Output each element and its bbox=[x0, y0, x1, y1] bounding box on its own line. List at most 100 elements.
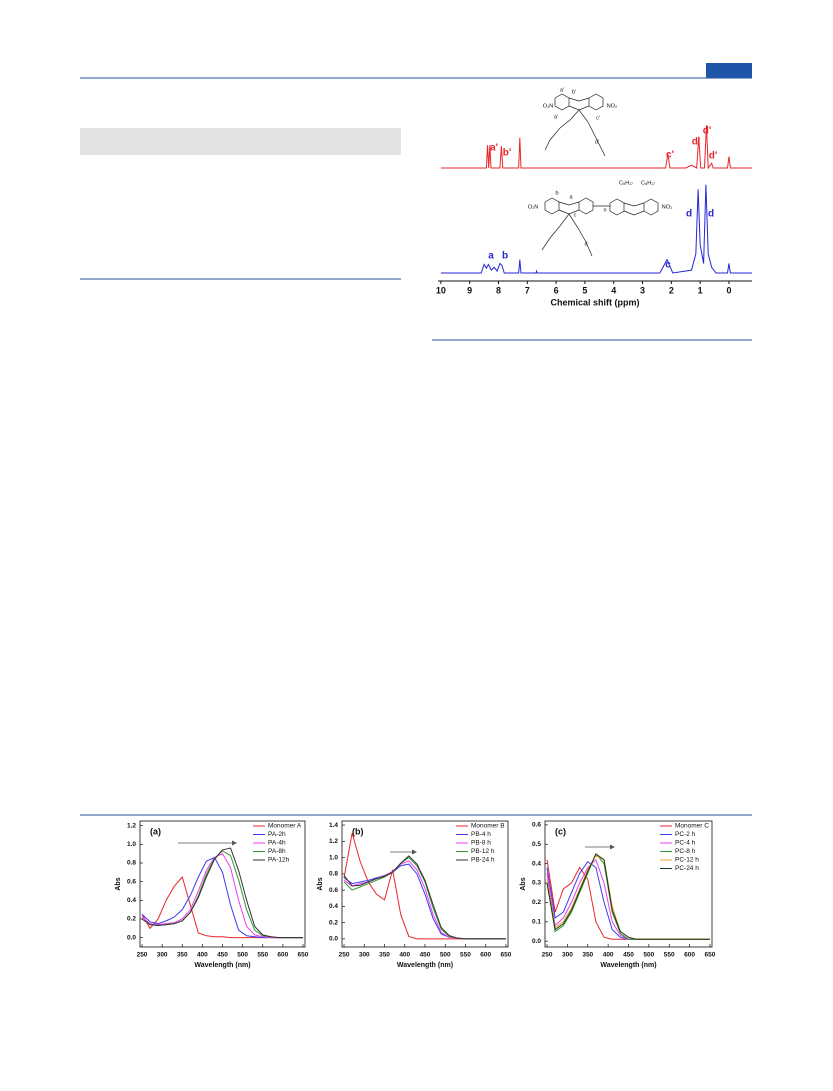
legend-label: PC-2 h bbox=[675, 831, 696, 838]
x-tick-label: 2 bbox=[669, 285, 674, 295]
legend-label: PC-24 h bbox=[675, 865, 699, 872]
x-tick-label: 600 bbox=[277, 952, 288, 959]
peak-label: d bbox=[686, 209, 692, 220]
spectrum-line bbox=[343, 863, 506, 940]
y-tick-label: 0.2 bbox=[532, 899, 541, 906]
x-tick-label: 450 bbox=[623, 952, 634, 959]
x-tick-label: 400 bbox=[399, 952, 410, 959]
x-tick-label: 4 bbox=[611, 285, 616, 295]
x-tick-label: 3 bbox=[640, 285, 645, 295]
spectrum-line bbox=[141, 875, 303, 939]
legend-label: PB-24 h bbox=[471, 857, 495, 864]
structure-label: a' bbox=[554, 114, 558, 120]
x-tick-label: 10 bbox=[436, 285, 446, 295]
peak-label: d' bbox=[692, 137, 701, 148]
structure-top bbox=[544, 93, 606, 157]
y-tick-label: 1.0 bbox=[127, 841, 136, 848]
y-tick-label: 0.6 bbox=[329, 887, 338, 894]
structure-label: c bbox=[574, 212, 577, 218]
y-tick-label: 0.4 bbox=[329, 903, 338, 910]
y-tick-label: 0.1 bbox=[532, 919, 541, 926]
shift-arrowhead bbox=[232, 840, 237, 846]
x-tick-label: 0 bbox=[726, 285, 731, 295]
y-tick-label: 0.8 bbox=[329, 871, 338, 878]
y-tick-label: 0.0 bbox=[329, 936, 338, 943]
peak-label: d' bbox=[709, 151, 718, 162]
gray-box bbox=[80, 128, 401, 155]
legend-label: Monomer A bbox=[268, 823, 302, 830]
x-tick-label: 650 bbox=[705, 952, 716, 959]
y-axis-label: Abs bbox=[115, 877, 122, 890]
x-axis-label: Wavelength (nm) bbox=[397, 962, 453, 969]
x-tick-label: 500 bbox=[643, 952, 654, 959]
structure-label: c' bbox=[596, 115, 600, 121]
spectrum-line bbox=[141, 856, 303, 939]
y-tick-label: 0.0 bbox=[127, 934, 136, 941]
x-tick-label: 300 bbox=[157, 952, 168, 959]
y-tick-label: 1.2 bbox=[329, 838, 338, 845]
x-tick-label: 1 bbox=[698, 285, 703, 295]
x-axis-label: Wavelength (nm) bbox=[194, 962, 250, 969]
structure-label: C₈H₁₇ bbox=[641, 180, 655, 186]
shift-arrowhead bbox=[412, 849, 417, 855]
x-axis-label: Chemical shift (ppm) bbox=[550, 297, 639, 307]
panel-title: (b) bbox=[352, 826, 364, 836]
x-tick-label: 300 bbox=[359, 952, 370, 959]
y-tick-label: 0.6 bbox=[532, 822, 541, 829]
x-tick-label: 500 bbox=[237, 952, 248, 959]
spectrum bbox=[440, 125, 752, 170]
peak-label: c bbox=[665, 260, 671, 271]
shift-arrowhead bbox=[610, 844, 615, 850]
x-tick-label: 600 bbox=[480, 952, 491, 959]
x-tick-label: 5 bbox=[582, 285, 587, 295]
spectrum-line bbox=[546, 853, 710, 940]
legend-label: PC-8 h bbox=[675, 848, 696, 855]
x-tick-label: 500 bbox=[440, 952, 451, 959]
x-tick-label: 650 bbox=[298, 952, 309, 959]
x-tick-label: 350 bbox=[379, 952, 390, 959]
y-axis-label: Abs bbox=[520, 877, 527, 890]
x-tick-label: 650 bbox=[501, 952, 512, 959]
structure-label: n bbox=[603, 207, 606, 213]
peak-label: b' bbox=[503, 148, 512, 159]
y-tick-label: 1.0 bbox=[329, 854, 338, 861]
y-tick-label: 0.4 bbox=[127, 897, 136, 904]
spectrum bbox=[440, 184, 752, 274]
x-tick-label: 8 bbox=[496, 285, 501, 295]
peak-label: d bbox=[708, 209, 714, 220]
panel-title: (a) bbox=[150, 826, 161, 836]
x-tick-label: 350 bbox=[582, 952, 593, 959]
legend-label: PB-8 h bbox=[471, 840, 491, 847]
legend-label: PA-2h bbox=[268, 831, 286, 838]
y-tick-label: 0.8 bbox=[127, 860, 136, 867]
panel-title: (c) bbox=[555, 826, 566, 836]
legend-label: PB-4 h bbox=[471, 831, 491, 838]
structure-label: O₂N bbox=[528, 204, 538, 210]
x-tick-label: 550 bbox=[257, 952, 268, 959]
peak-label: a bbox=[488, 251, 494, 262]
x-tick-label: 400 bbox=[197, 952, 208, 959]
x-tick-label: 400 bbox=[603, 952, 614, 959]
x-tick-label: 350 bbox=[177, 952, 188, 959]
x-tick-label: 9 bbox=[467, 285, 472, 295]
y-tick-label: 0.4 bbox=[532, 860, 541, 867]
y-tick-label: 0.2 bbox=[329, 919, 338, 926]
legend-label: PC-12 h bbox=[675, 857, 699, 864]
x-axis-label: Wavelength (nm) bbox=[600, 962, 656, 969]
x-tick-label: 450 bbox=[420, 952, 431, 959]
spectrum-line bbox=[343, 856, 506, 940]
structure-label: NO₂ bbox=[662, 204, 672, 210]
structure-label: C₈H₁₇ bbox=[619, 180, 633, 186]
structure-label: d bbox=[584, 241, 587, 247]
y-tick-label: 0.6 bbox=[127, 878, 136, 885]
legend-label: Monomer C bbox=[675, 823, 709, 830]
legend-label: PB-12 h bbox=[471, 848, 495, 855]
x-tick-label: 600 bbox=[684, 952, 695, 959]
page-tab bbox=[706, 63, 752, 78]
legend-label: Monomer B bbox=[471, 823, 505, 830]
legend-label: PC-4 h bbox=[675, 840, 696, 847]
x-tick-label: 6 bbox=[554, 285, 559, 295]
peak-label: b bbox=[502, 251, 508, 262]
x-tick-label: 300 bbox=[562, 952, 573, 959]
